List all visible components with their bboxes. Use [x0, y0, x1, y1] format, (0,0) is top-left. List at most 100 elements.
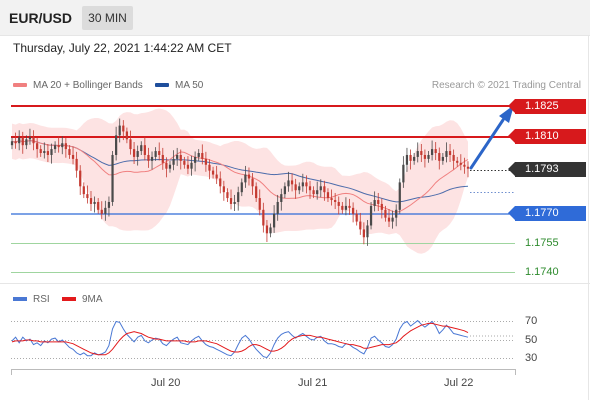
support-1-value: 1.1770	[525, 207, 559, 219]
candle-body	[294, 184, 297, 191]
candle-body	[197, 153, 200, 157]
support-2-value: 1.1755	[525, 237, 559, 249]
candle-body	[369, 205, 373, 226]
candle-body	[154, 151, 157, 157]
candle-body	[405, 154, 409, 165]
candle	[420, 144, 423, 163]
candle-body	[334, 200, 337, 202]
candle-body	[351, 207, 355, 214]
candle-body	[204, 158, 208, 165]
candle	[118, 118, 121, 143]
candle-body	[122, 125, 125, 132]
candle	[387, 209, 391, 228]
candle	[172, 150, 175, 171]
candle-body	[391, 217, 394, 222]
candle	[312, 186, 315, 199]
candle-body	[28, 137, 32, 140]
candle	[405, 147, 409, 172]
candle	[237, 186, 240, 211]
candle	[28, 128, 32, 145]
candle	[93, 196, 96, 213]
legend-rsi-ma-label: 9MA	[82, 294, 103, 305]
candle	[272, 205, 276, 233]
candle	[366, 220, 369, 246]
candle-body	[409, 154, 412, 161]
candle	[255, 182, 258, 202]
header-bar: EUR/USD 30 MIN	[0, 0, 590, 36]
candle	[219, 171, 222, 194]
candle	[43, 142, 46, 159]
candle	[50, 143, 53, 164]
candle-body	[89, 198, 93, 204]
candle-body	[100, 209, 103, 214]
candle-body	[226, 192, 229, 199]
candle	[143, 136, 146, 161]
resistance-2-tag: 1.1825	[508, 99, 586, 114]
candle	[413, 153, 416, 165]
legend-ma20: MA 20 + Bollinger Bands	[13, 80, 143, 92]
candle	[125, 127, 129, 144]
ma50-swatch	[155, 83, 169, 88]
candle-body	[384, 209, 387, 218]
candle-body	[416, 151, 419, 157]
candle	[244, 165, 247, 188]
candle-body	[129, 139, 132, 150]
ma20-line	[11, 140, 469, 213]
candle	[398, 178, 401, 214]
candle	[18, 130, 21, 151]
candle	[445, 142, 448, 163]
candle-body	[79, 170, 82, 187]
candle-body	[441, 156, 444, 161]
candle	[190, 155, 193, 176]
candle	[154, 147, 157, 161]
candle-body	[272, 213, 276, 228]
candle	[122, 120, 125, 141]
candle-body	[251, 178, 254, 187]
instrument-symbol: EUR/USD	[9, 10, 73, 26]
candle-body	[211, 170, 215, 175]
candle-body	[362, 229, 365, 238]
rsi-ma-swatch	[62, 297, 76, 302]
candle	[240, 178, 243, 197]
candle-body	[50, 149, 53, 155]
chart-datetime: Thursday, July 22, 2021 1:44:22 AM CET	[13, 41, 232, 55]
candle-body	[183, 160, 186, 165]
candle-body	[18, 137, 21, 144]
candle	[427, 151, 430, 163]
candle-body	[255, 186, 258, 199]
candle-body	[398, 182, 401, 210]
candle	[10, 137, 14, 150]
candle	[97, 198, 100, 214]
candle-body	[208, 164, 211, 171]
candle	[448, 144, 452, 163]
candle	[459, 154, 462, 171]
rsi-tick-30: 30	[525, 352, 538, 364]
candle-body	[312, 190, 315, 195]
candle-body	[82, 186, 85, 195]
candle-body	[39, 149, 42, 154]
candle	[61, 136, 64, 155]
current-price-value: 1.1793	[525, 163, 559, 175]
candle	[68, 145, 71, 159]
candle	[265, 220, 269, 242]
candle	[176, 147, 179, 166]
candle	[308, 180, 312, 199]
support-2-tag: 1.1755	[515, 236, 586, 251]
candle	[298, 182, 301, 195]
candle-body	[466, 166, 470, 169]
candle	[197, 149, 200, 161]
candle-body	[269, 227, 272, 234]
candle-body	[215, 174, 218, 179]
candle	[165, 157, 168, 178]
timeframe-button[interactable]: 30 MIN	[82, 6, 133, 30]
candle	[269, 223, 272, 238]
candle-body	[10, 141, 14, 146]
candle-body	[452, 154, 455, 161]
candle-body	[387, 217, 391, 222]
candle	[463, 157, 466, 174]
candle	[251, 172, 254, 195]
candle-body	[337, 201, 340, 206]
candle	[229, 189, 233, 210]
candle-body	[158, 151, 161, 155]
ma50-line	[11, 140, 469, 203]
